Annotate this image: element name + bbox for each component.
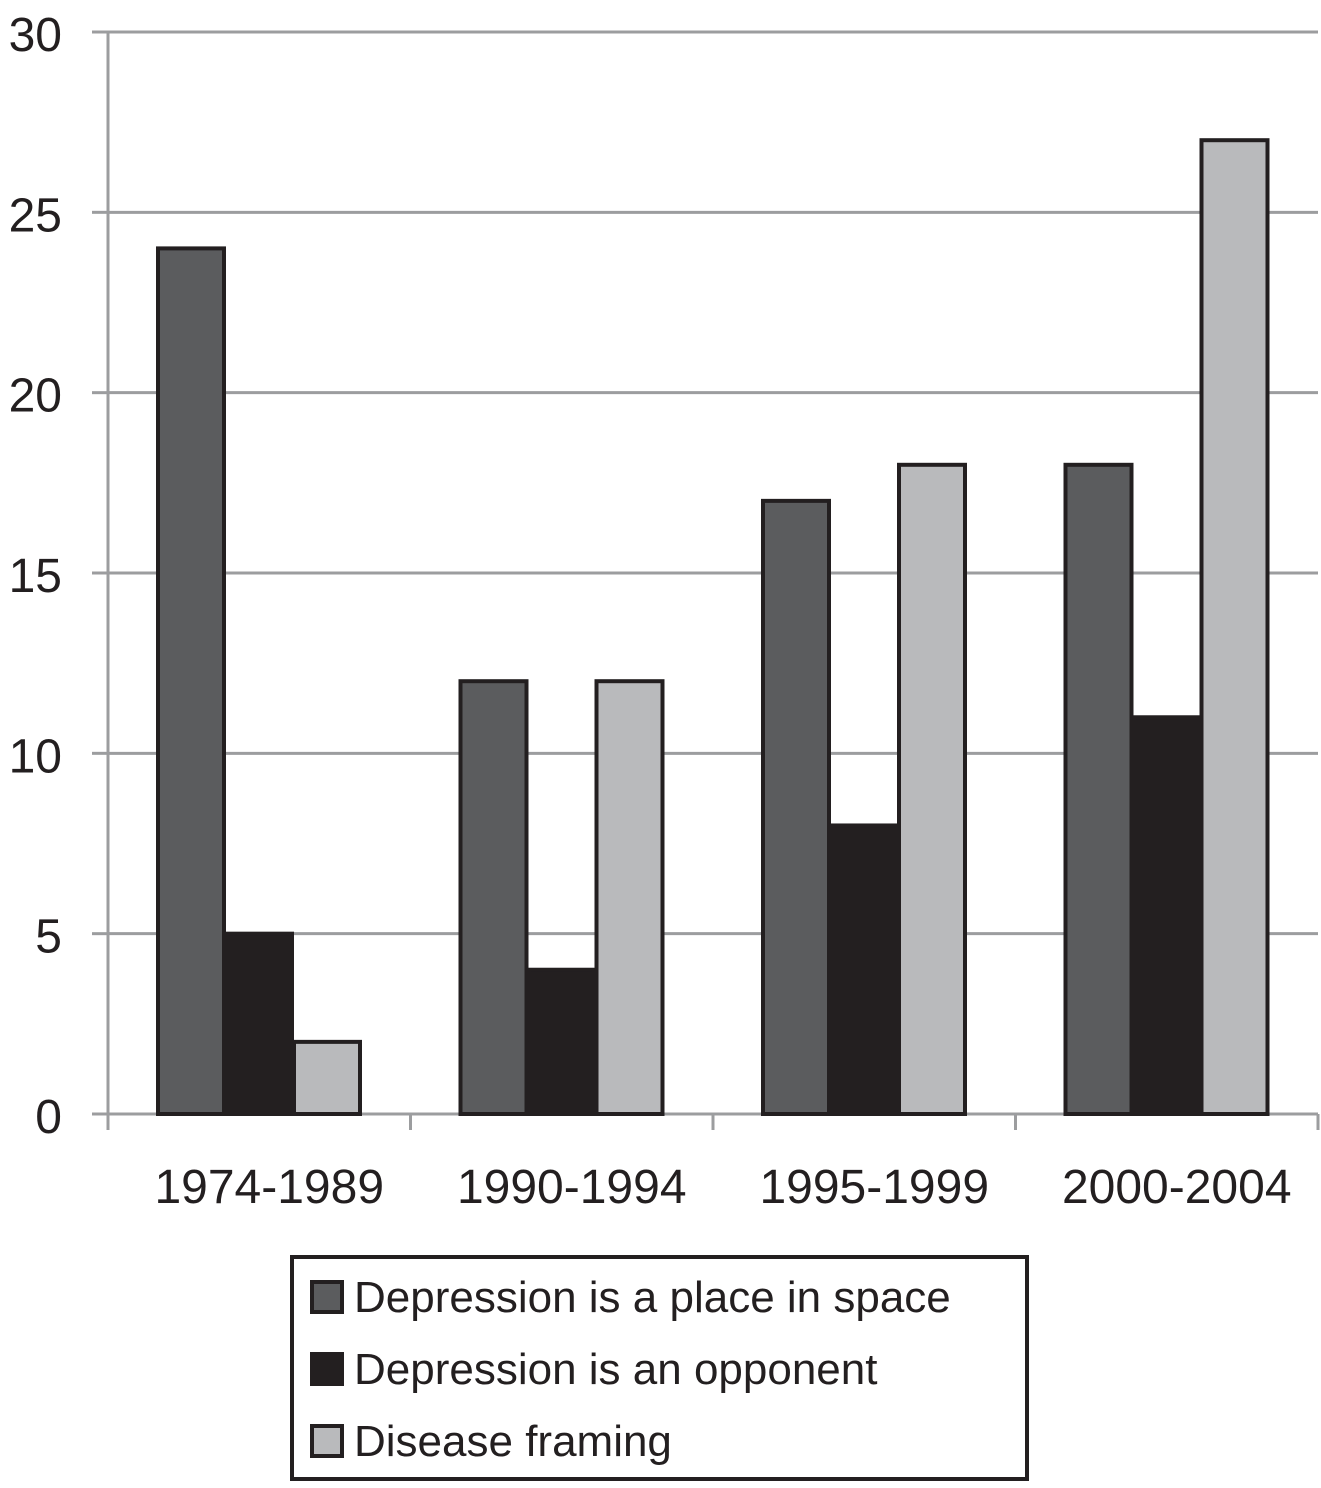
legend: Depression is a place in space Depression… [290, 1255, 1029, 1481]
y-tick-label: 0 [35, 1091, 62, 1144]
y-tick-label: 15 [9, 550, 62, 603]
y-tick-labels: 0 5 10 15 20 25 30 [9, 9, 62, 1144]
bar [156, 246, 226, 1116]
y-tick-label: 25 [9, 189, 62, 242]
bar [224, 931, 294, 1117]
y-tick-label: 5 [35, 911, 62, 964]
x-tick-label: 1974-1989 [154, 1161, 384, 1214]
legend-swatch [310, 1280, 344, 1314]
y-tick-label: 10 [9, 730, 62, 783]
bar [897, 462, 967, 1116]
bar [526, 967, 597, 1116]
bar [458, 679, 529, 1116]
x-tick-labels: 1974-1989 1990-1994 1995-1999 2000-2004 [154, 1161, 1291, 1214]
legend-label: Disease framing [354, 1417, 672, 1466]
x-tick-label: 2000-2004 [1062, 1161, 1292, 1214]
legend-swatch [310, 1352, 344, 1386]
legend-box [290, 1255, 1029, 1481]
y-tick-label: 20 [9, 370, 62, 423]
x-tick-label: 1990-1994 [457, 1161, 687, 1214]
y-tick-label: 30 [9, 9, 62, 62]
legend-label: Depression is a place in space [354, 1273, 951, 1322]
bars [156, 138, 1270, 1117]
bar [829, 823, 899, 1116]
bar [594, 679, 665, 1116]
bar [292, 1039, 362, 1117]
legend-label: Depression is an opponent [354, 1345, 877, 1394]
legend-swatch [310, 1424, 344, 1458]
bar [761, 498, 831, 1117]
bar [1199, 138, 1270, 1116]
x-tick-label: 1995-1999 [759, 1161, 989, 1214]
bar [1131, 715, 1202, 1116]
bar [1063, 462, 1134, 1116]
